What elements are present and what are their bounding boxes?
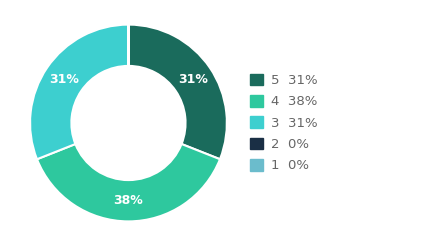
Wedge shape <box>128 25 227 159</box>
Legend: 5  31%, 4  38%, 3  31%, 2  0%, 1  0%: 5 31%, 4 38%, 3 31%, 2 0%, 1 0% <box>245 68 323 178</box>
Text: 31%: 31% <box>49 73 79 86</box>
Wedge shape <box>37 144 220 221</box>
Text: 38%: 38% <box>113 194 144 207</box>
Wedge shape <box>30 25 128 159</box>
Text: 31%: 31% <box>178 73 208 86</box>
